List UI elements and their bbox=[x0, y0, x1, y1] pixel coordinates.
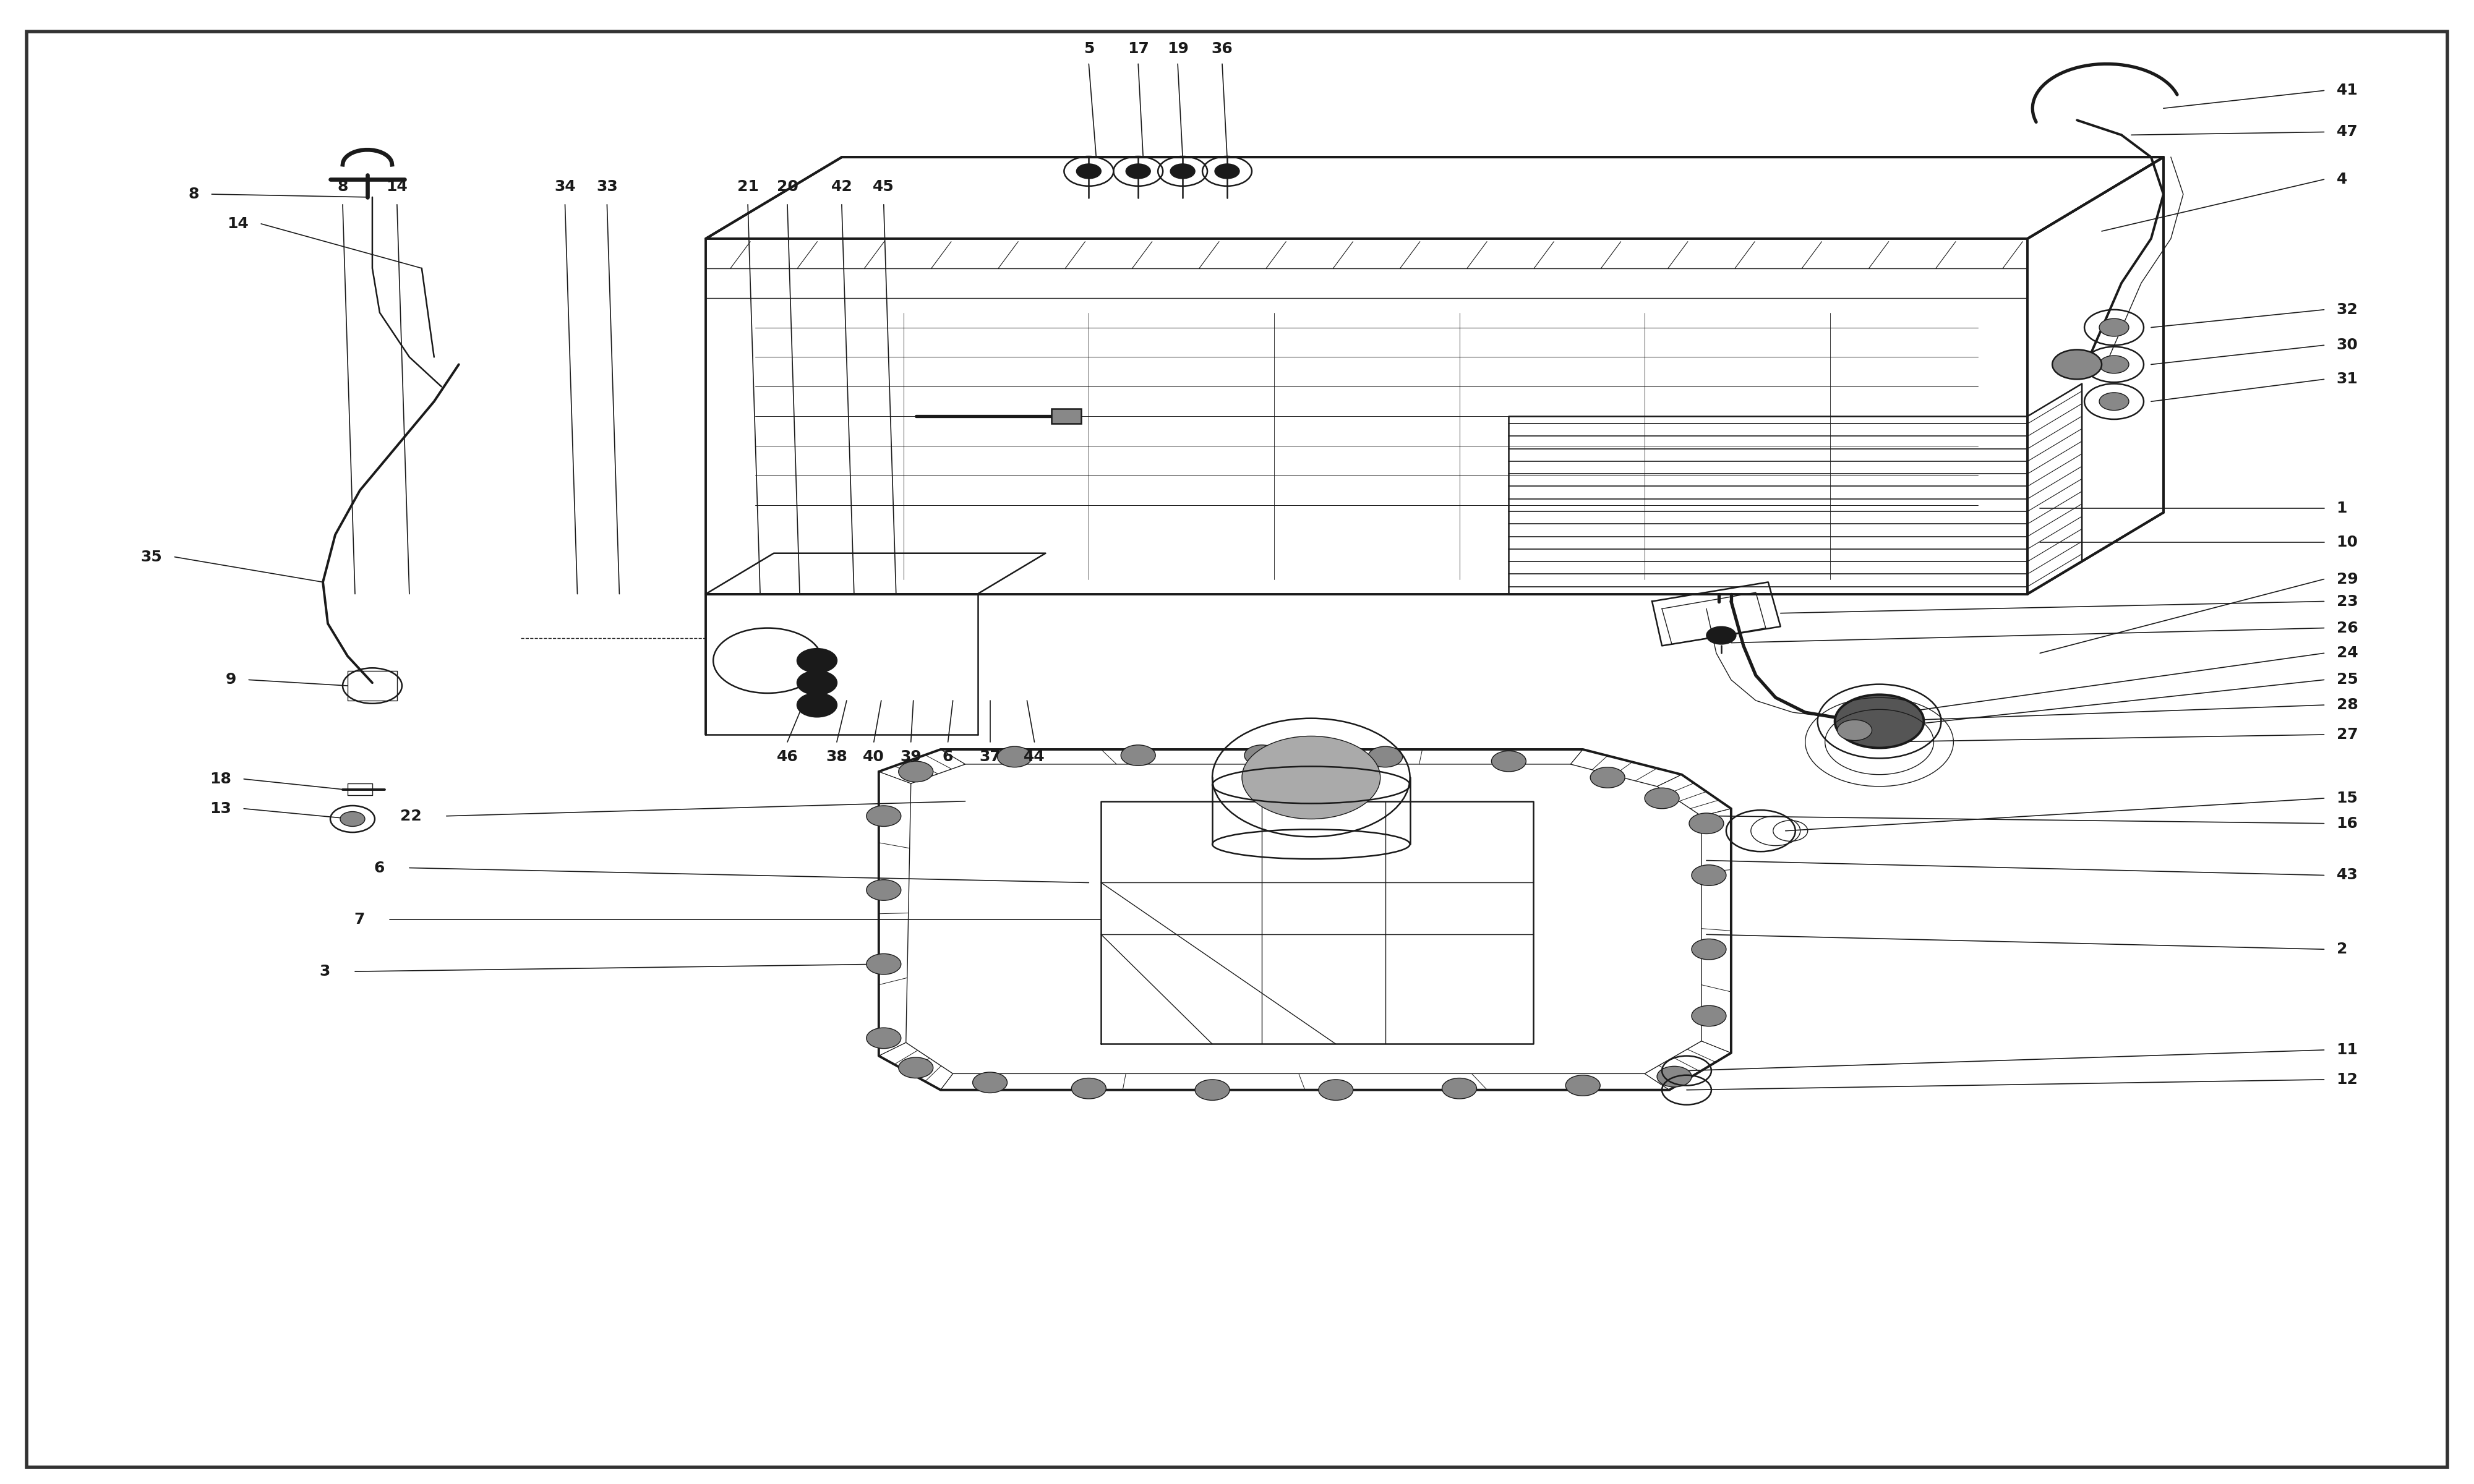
Circle shape bbox=[1242, 736, 1380, 819]
Text: 33: 33 bbox=[596, 180, 618, 194]
Circle shape bbox=[1566, 1074, 1601, 1095]
Text: 47: 47 bbox=[2335, 125, 2358, 139]
Text: 31: 31 bbox=[2335, 372, 2358, 387]
Circle shape bbox=[341, 812, 364, 827]
Circle shape bbox=[1707, 626, 1737, 644]
Text: 35: 35 bbox=[141, 549, 163, 564]
Text: 9: 9 bbox=[225, 672, 238, 687]
Circle shape bbox=[1195, 1079, 1230, 1100]
Circle shape bbox=[1121, 745, 1155, 766]
Text: 3: 3 bbox=[319, 965, 332, 979]
Text: 37: 37 bbox=[980, 749, 999, 764]
Circle shape bbox=[1126, 163, 1150, 178]
Circle shape bbox=[1690, 813, 1724, 834]
Circle shape bbox=[2053, 350, 2103, 380]
Circle shape bbox=[1645, 788, 1680, 809]
Text: 19: 19 bbox=[1168, 42, 1188, 56]
Text: 44: 44 bbox=[1024, 749, 1044, 764]
Circle shape bbox=[997, 746, 1032, 767]
Circle shape bbox=[866, 806, 901, 827]
Text: 27: 27 bbox=[2335, 727, 2358, 742]
Circle shape bbox=[2100, 356, 2128, 374]
Circle shape bbox=[1170, 163, 1195, 178]
Text: 13: 13 bbox=[210, 801, 233, 816]
Circle shape bbox=[1658, 1066, 1692, 1086]
Circle shape bbox=[1692, 1006, 1727, 1027]
Text: 18: 18 bbox=[210, 772, 233, 787]
Circle shape bbox=[1836, 695, 1925, 748]
Circle shape bbox=[866, 1028, 901, 1049]
Text: 22: 22 bbox=[401, 809, 421, 824]
Circle shape bbox=[797, 693, 836, 717]
Text: 25: 25 bbox=[2335, 672, 2358, 687]
Text: 5: 5 bbox=[1084, 42, 1094, 56]
Text: 11: 11 bbox=[2335, 1043, 2358, 1058]
Circle shape bbox=[972, 1071, 1007, 1092]
Circle shape bbox=[1215, 163, 1239, 178]
Circle shape bbox=[1076, 163, 1101, 178]
Text: 30: 30 bbox=[2335, 338, 2358, 353]
Text: 40: 40 bbox=[863, 749, 886, 764]
Circle shape bbox=[1071, 1077, 1106, 1098]
Circle shape bbox=[1838, 720, 1873, 741]
Text: 14: 14 bbox=[228, 217, 250, 232]
Text: 28: 28 bbox=[2335, 697, 2358, 712]
Text: 4: 4 bbox=[2335, 172, 2348, 187]
Text: 16: 16 bbox=[2335, 816, 2358, 831]
Text: 26: 26 bbox=[2335, 620, 2358, 635]
Text: 1: 1 bbox=[2335, 500, 2348, 515]
Text: 8: 8 bbox=[188, 187, 200, 202]
Text: 29: 29 bbox=[2335, 571, 2358, 586]
Text: 36: 36 bbox=[1212, 42, 1232, 56]
Text: 46: 46 bbox=[777, 749, 799, 764]
Text: 24: 24 bbox=[2335, 646, 2358, 660]
Circle shape bbox=[1492, 751, 1526, 772]
Circle shape bbox=[898, 761, 933, 782]
Text: 6: 6 bbox=[943, 749, 952, 764]
Text: 17: 17 bbox=[1128, 42, 1148, 56]
Text: 42: 42 bbox=[831, 180, 854, 194]
Circle shape bbox=[1692, 939, 1727, 960]
Text: 7: 7 bbox=[354, 913, 364, 927]
Circle shape bbox=[1591, 767, 1625, 788]
Circle shape bbox=[898, 1058, 933, 1077]
Bar bbox=[1051, 410, 1081, 423]
Text: 41: 41 bbox=[2335, 83, 2358, 98]
Circle shape bbox=[866, 954, 901, 975]
Text: 10: 10 bbox=[2335, 534, 2358, 549]
Circle shape bbox=[1692, 865, 1727, 886]
Text: 15: 15 bbox=[2335, 791, 2358, 806]
Text: 38: 38 bbox=[826, 749, 849, 764]
Text: 43: 43 bbox=[2335, 868, 2358, 883]
Text: 12: 12 bbox=[2335, 1071, 2358, 1086]
Text: 45: 45 bbox=[873, 180, 896, 194]
Circle shape bbox=[1442, 1077, 1477, 1098]
Text: 23: 23 bbox=[2335, 594, 2358, 608]
Circle shape bbox=[2100, 393, 2128, 411]
Text: 39: 39 bbox=[901, 749, 923, 764]
Text: 8: 8 bbox=[336, 180, 349, 194]
Text: 6: 6 bbox=[374, 861, 383, 876]
Circle shape bbox=[797, 671, 836, 695]
Text: 20: 20 bbox=[777, 180, 799, 194]
Text: 2: 2 bbox=[2335, 942, 2348, 957]
Text: 32: 32 bbox=[2335, 303, 2358, 318]
Circle shape bbox=[1368, 746, 1403, 767]
Text: 34: 34 bbox=[554, 180, 576, 194]
Circle shape bbox=[866, 880, 901, 901]
Circle shape bbox=[797, 649, 836, 672]
Text: 21: 21 bbox=[737, 180, 760, 194]
Circle shape bbox=[2100, 319, 2128, 337]
Circle shape bbox=[1319, 1079, 1353, 1100]
Circle shape bbox=[1244, 745, 1279, 766]
Text: 14: 14 bbox=[386, 180, 408, 194]
